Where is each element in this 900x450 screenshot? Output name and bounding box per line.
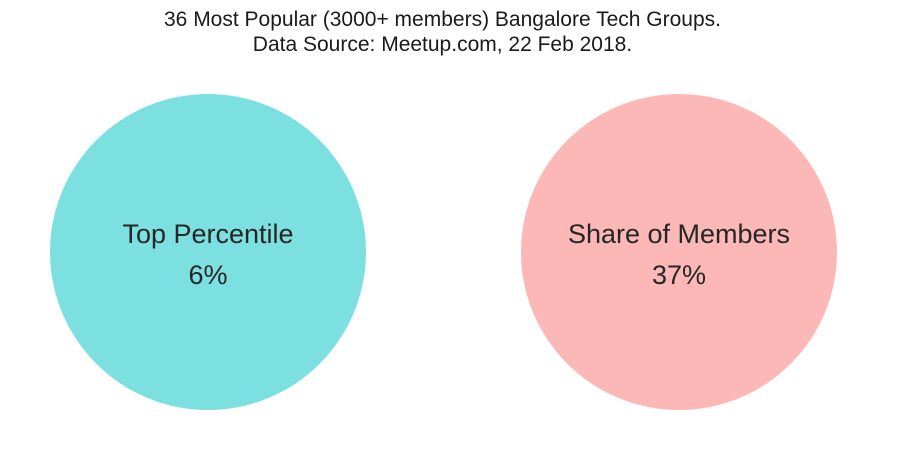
chart-title: 36 Most Popular (3000+ members) Bangalor… xyxy=(164,8,721,31)
panel-label-share-of-members: Share of Members xyxy=(568,219,790,249)
panel-share-of-members: Share of Members 37% xyxy=(521,94,837,410)
panel-value-top-percentile: 6% xyxy=(188,260,227,290)
panel-top-percentile: Top Percentile 6% xyxy=(50,94,366,410)
panel-value-share-of-members: 37% xyxy=(652,260,706,290)
chart-subtitle: Data Source: Meetup.com, 22 Feb 2018. xyxy=(252,33,633,56)
pie-circle-share-of-members xyxy=(521,94,837,410)
panel-label-top-percentile: Top Percentile xyxy=(122,219,293,249)
pie-circle-top-percentile xyxy=(50,94,366,410)
